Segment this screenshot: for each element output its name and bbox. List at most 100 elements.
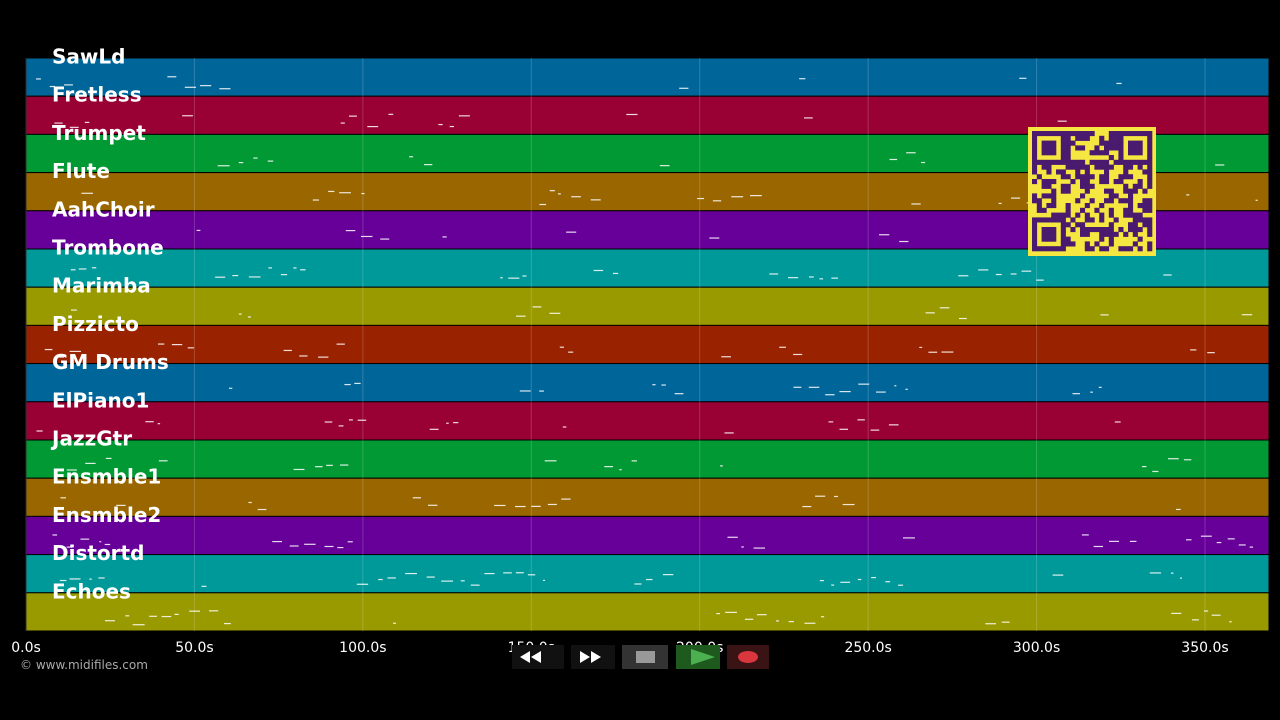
qr-module bbox=[1094, 207, 1100, 213]
qr-module bbox=[1032, 198, 1038, 204]
qr-module bbox=[1051, 145, 1057, 151]
track-lane bbox=[25, 324, 1270, 365]
qr-module bbox=[1084, 246, 1090, 252]
qr-module bbox=[1084, 241, 1090, 247]
qr-module bbox=[1118, 140, 1124, 146]
qr-module bbox=[1070, 131, 1076, 137]
qr-module bbox=[1113, 217, 1119, 223]
qr-module bbox=[1123, 159, 1129, 165]
qr-module bbox=[1142, 169, 1148, 175]
qr-module bbox=[1128, 140, 1134, 146]
qr-module bbox=[1075, 222, 1081, 228]
qr-module bbox=[1132, 188, 1138, 194]
qr-module bbox=[1084, 131, 1090, 137]
qr-module bbox=[1051, 140, 1057, 146]
qr-module bbox=[1080, 145, 1086, 151]
qr-module bbox=[1104, 246, 1110, 252]
qr-module bbox=[1065, 236, 1071, 242]
qr-module bbox=[1032, 140, 1038, 146]
qr-module bbox=[1075, 169, 1081, 175]
qr-module bbox=[1137, 140, 1143, 146]
qr-module bbox=[1132, 131, 1138, 137]
qr-module bbox=[1108, 188, 1114, 194]
qr-module bbox=[1046, 231, 1052, 237]
qr-module bbox=[1065, 135, 1071, 141]
qr-module bbox=[1084, 212, 1090, 218]
track-lane bbox=[25, 554, 1270, 594]
qr-module bbox=[1113, 159, 1119, 165]
qr-module bbox=[1075, 212, 1081, 218]
qr-module bbox=[1123, 198, 1129, 204]
qr-module bbox=[1142, 198, 1148, 204]
track-lane bbox=[25, 477, 1270, 517]
qr-module bbox=[1080, 179, 1086, 185]
qr-module bbox=[1089, 159, 1095, 165]
qr-module bbox=[1137, 131, 1143, 137]
qr-module bbox=[1060, 145, 1066, 151]
qr-module bbox=[1128, 188, 1134, 194]
track-name: Ensmble2 bbox=[52, 503, 161, 527]
qr-module bbox=[1147, 155, 1153, 161]
track-name: ElPiano1 bbox=[52, 388, 149, 412]
qr-module bbox=[1108, 236, 1114, 242]
qr-code[interactable] bbox=[1028, 127, 1156, 256]
qr-module bbox=[1046, 169, 1052, 175]
qr-module bbox=[1128, 222, 1134, 228]
qr-module bbox=[1132, 217, 1138, 223]
qr-module bbox=[1036, 131, 1042, 137]
qr-module bbox=[1113, 179, 1119, 185]
qr-module bbox=[1128, 198, 1134, 204]
qr-module bbox=[1041, 217, 1047, 223]
qr-module bbox=[1060, 241, 1066, 247]
qr-module bbox=[1118, 135, 1124, 141]
qr-module bbox=[1108, 212, 1114, 218]
qr-module bbox=[1142, 159, 1148, 165]
qr-module bbox=[1118, 150, 1124, 156]
qr-module bbox=[1099, 246, 1105, 252]
qr-module bbox=[1094, 164, 1100, 170]
qr-module bbox=[1132, 231, 1138, 237]
qr-module bbox=[1036, 198, 1042, 204]
qr-module bbox=[1089, 217, 1095, 223]
qr-module bbox=[1060, 155, 1066, 161]
transport-controls bbox=[512, 645, 769, 669]
qr-module bbox=[1147, 131, 1153, 137]
qr-module bbox=[1094, 241, 1100, 247]
qr-module bbox=[1041, 140, 1047, 146]
qr-module bbox=[1046, 164, 1052, 170]
qr-module bbox=[1056, 159, 1062, 165]
qr-module bbox=[1128, 207, 1134, 213]
qr-module bbox=[1060, 169, 1066, 175]
qr-module bbox=[1104, 198, 1110, 204]
qr-module bbox=[1032, 222, 1038, 228]
qr-module bbox=[1084, 169, 1090, 175]
qr-module bbox=[1065, 140, 1071, 146]
qr-module bbox=[1123, 169, 1129, 175]
qr-module bbox=[1137, 236, 1143, 242]
qr-module bbox=[1147, 227, 1153, 233]
qr-module bbox=[1070, 241, 1076, 247]
qr-module bbox=[1099, 231, 1105, 237]
qr-module bbox=[1046, 193, 1052, 199]
qr-module bbox=[1036, 207, 1042, 213]
qr-module bbox=[1142, 222, 1148, 228]
qr-module bbox=[1080, 207, 1086, 213]
x-tick-label: 250.0s bbox=[844, 640, 891, 656]
track-lane bbox=[25, 57, 1270, 97]
qr-module bbox=[1046, 179, 1052, 185]
qr-module bbox=[1041, 231, 1047, 237]
qr-module bbox=[1036, 174, 1042, 180]
qr-module bbox=[1065, 159, 1071, 165]
qr-module bbox=[1113, 145, 1119, 151]
track-lane bbox=[25, 401, 1270, 441]
track-lane bbox=[25, 592, 1270, 632]
qr-module bbox=[1128, 131, 1134, 137]
track-name: AahChoir bbox=[52, 197, 155, 221]
qr-module bbox=[1075, 164, 1081, 170]
qr-module bbox=[1075, 198, 1081, 204]
stop-icon bbox=[636, 651, 655, 663]
rewind-icon bbox=[520, 651, 541, 663]
qr-module bbox=[1065, 183, 1071, 189]
qr-module bbox=[1128, 174, 1134, 180]
qr-module bbox=[1060, 188, 1066, 194]
